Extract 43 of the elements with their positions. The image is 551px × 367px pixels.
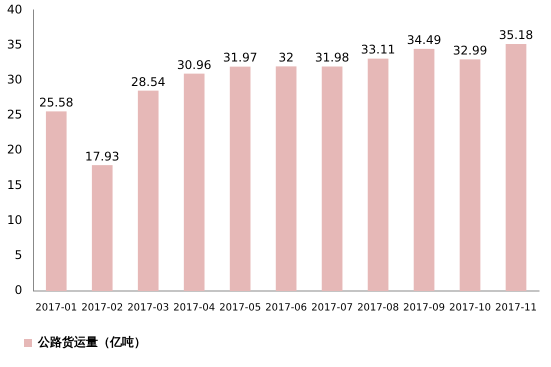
- bar: [460, 59, 480, 291]
- y-tick-label: 25: [6, 108, 22, 122]
- x-tick-label: 2017-10: [449, 302, 491, 314]
- x-tick-label: 2017-01: [35, 302, 78, 314]
- data-label: 32.99: [452, 44, 488, 58]
- bar: [506, 44, 526, 291]
- x-tick-label: 2017-11: [495, 302, 537, 314]
- bar: [92, 165, 113, 291]
- y-tick-label: 40: [6, 2, 22, 16]
- data-label: 31.98: [314, 50, 350, 65]
- x-tick-label: 2017-02: [81, 302, 124, 314]
- y-tick-label: 10: [6, 212, 22, 227]
- y-tick-label: 0: [14, 283, 22, 298]
- x-tick-label: 2017-04: [173, 302, 216, 314]
- bar: [322, 66, 342, 291]
- bar: [46, 111, 67, 291]
- y-tick-label: 15: [6, 178, 22, 192]
- y-tick-label: 20: [6, 142, 22, 157]
- y-tick-label: 35: [6, 37, 22, 52]
- x-tick-label: 2017-06: [265, 302, 308, 314]
- x-tick-label: 2017-09: [403, 302, 445, 314]
- bar: [368, 58, 388, 291]
- legend-label: 公路货运量（亿吨）: [37, 335, 146, 350]
- data-label: 33.11: [360, 42, 396, 57]
- bar: [138, 90, 159, 291]
- data-label: 17.93: [85, 149, 120, 164]
- x-tick-label: 2017-07: [311, 302, 354, 314]
- data-label: 28.54: [131, 74, 166, 89]
- data-label: 30.96: [177, 58, 212, 72]
- bar: [276, 66, 296, 291]
- y-tick-label: 30: [6, 72, 22, 87]
- data-label: 32: [278, 50, 294, 64]
- x-tick-label: 2017-05: [219, 302, 262, 314]
- x-tick-label: 2017-03: [127, 302, 170, 314]
- x-tick-label: 2017-08: [357, 302, 399, 314]
- data-label: 35.18: [498, 28, 534, 42]
- data-label: 31.97: [222, 50, 258, 65]
- data-label: 25.58: [39, 96, 74, 110]
- y-tick-label: 5: [14, 248, 22, 262]
- data-label: 34.49: [406, 33, 442, 48]
- bar: [414, 48, 434, 291]
- bar: [184, 74, 205, 291]
- bar: [230, 66, 251, 291]
